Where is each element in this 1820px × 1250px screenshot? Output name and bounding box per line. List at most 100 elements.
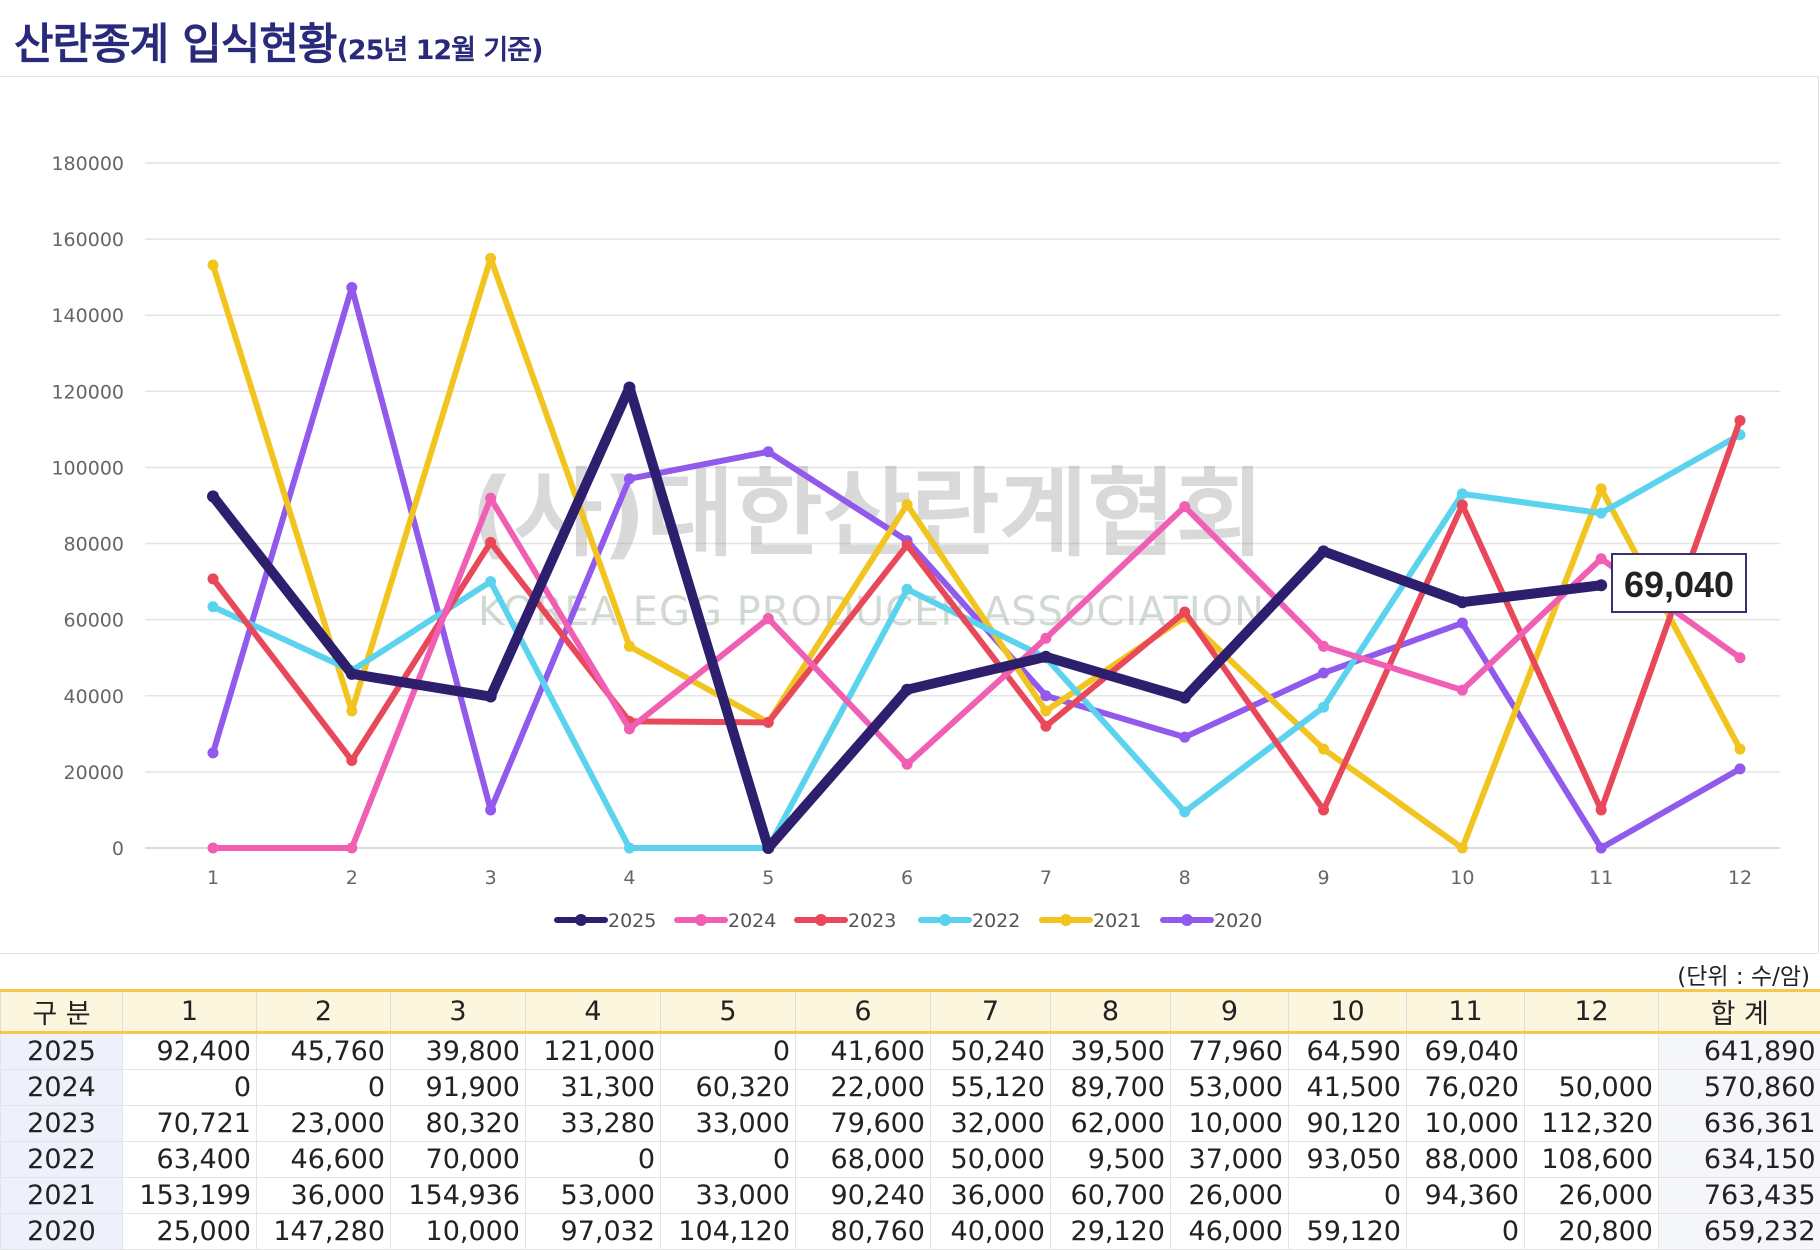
data-point [1040,633,1051,644]
legend-marker [1181,914,1193,926]
table-cell: 94,360 [1407,1178,1525,1214]
table-cell: 33,000 [661,1178,796,1214]
year-cell: 2022 [1,1142,123,1178]
table-cell: 60,320 [661,1070,796,1106]
x-tick-label: 5 [762,867,774,889]
y-tick-label: 140000 [51,305,124,327]
year-cell: 2024 [1,1070,123,1106]
table-cell: 79,600 [796,1106,931,1142]
table-cell: 50,000 [931,1142,1051,1178]
year-cell: 2020 [1,1214,123,1250]
table-cell: 97,032 [526,1214,661,1250]
y-tick-label: 20000 [64,762,124,784]
table-cell: 37,000 [1171,1142,1289,1178]
data-point [1318,641,1329,652]
table-cell: 89,700 [1051,1070,1171,1106]
table-cell: 0 [1289,1178,1407,1214]
table-cell: 0 [123,1070,257,1106]
data-point [1318,545,1330,557]
data-point [1318,667,1329,678]
data-point [346,843,357,854]
y-tick-label: 180000 [51,153,124,175]
table-cell: 60,700 [1051,1178,1171,1214]
legend-item-2024: 2024 [677,910,776,932]
table-header-cell: 1 [123,991,257,1033]
legend-label: 2024 [728,910,776,932]
legend-marker [1060,914,1072,926]
page-title: 산란종계 입식현황(25년 12월 기준) [14,10,542,72]
table-cell: 0 [661,1142,796,1178]
data-point [485,576,496,587]
data-point [1735,763,1746,774]
table-cell: 45,760 [257,1033,391,1070]
y-axis-ticks: 0200004000060000800001000001200001400001… [51,153,124,860]
data-point [208,601,219,612]
data-point [208,747,219,758]
table-cell [1525,1033,1659,1070]
x-tick-label: 8 [1179,867,1191,889]
table-cell: 112,320 [1525,1106,1659,1142]
data-point [901,684,913,696]
legend-marker [575,914,587,926]
table-cell: 80,760 [796,1214,931,1250]
table-cell: 50,240 [931,1033,1051,1070]
y-tick-label: 120000 [51,381,124,403]
data-point [485,804,496,815]
table-header-cell: 구 분 [1,991,123,1033]
legend-item-2021: 2021 [1042,910,1141,932]
data-point [207,490,219,502]
table-cell: 53,000 [526,1178,661,1214]
table-cell: 0 [661,1033,796,1070]
callout-label: 69,040 [1624,564,1734,605]
data-point [763,717,774,728]
legend-marker [695,914,707,926]
x-tick-label: 10 [1450,867,1474,889]
table-cell: 104,120 [661,1214,796,1250]
data-point [346,755,357,766]
table-cell: 36,000 [931,1178,1051,1214]
table-cell: 32,000 [931,1106,1051,1142]
legend-marker [815,914,827,926]
table-cell: 90,120 [1289,1106,1407,1142]
table-cell: 23,000 [257,1106,391,1142]
data-point [902,759,913,770]
data-point [1318,744,1329,755]
table-cell: 33,000 [661,1106,796,1142]
data-point [623,382,635,394]
table-cell: 90,240 [796,1178,931,1214]
data-point [1179,501,1190,512]
title-bar: 산란종계 입식현황(25년 12월 기준) [0,0,1820,74]
data-point [1457,618,1468,629]
data-point [902,499,913,510]
data-point [346,668,358,680]
total-cell: 636,361 [1659,1106,1820,1142]
table-cell: 29,120 [1051,1214,1171,1250]
data-point [624,473,635,484]
title-text: 산란종계 입식현황 [14,20,336,70]
data-point [902,540,913,551]
y-tick-label: 0 [112,838,124,860]
table-header-cell: 8 [1051,991,1171,1033]
data-point [1318,804,1329,815]
data-point [1318,702,1329,713]
data-point [1457,843,1468,854]
legend-marker [939,914,951,926]
legend-label: 2023 [848,910,896,932]
year-cell: 2023 [1,1106,123,1142]
table-header-cell: 3 [391,991,526,1033]
table-cell: 36,000 [257,1178,391,1214]
table-header-cell: 2 [257,991,391,1033]
table-cell: 88,000 [1407,1142,1525,1178]
data-point [763,613,774,624]
table-header-cell: 11 [1407,991,1525,1033]
data-point [485,493,496,504]
data-point [1457,488,1468,499]
table-cell: 20,800 [1525,1214,1659,1250]
data-point [1456,596,1468,608]
